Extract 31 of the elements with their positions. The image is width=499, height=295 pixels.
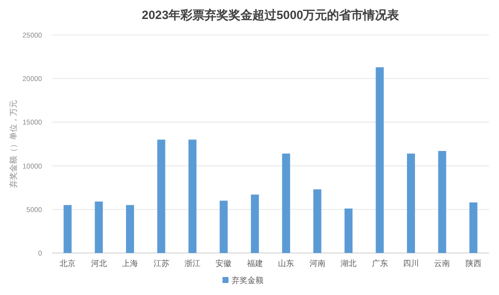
x-tick-label: 北京 bbox=[60, 259, 76, 268]
chart-title: 2023年彩票弃奖奖金超过5000万元的省市情况表 bbox=[142, 8, 400, 22]
bar bbox=[64, 205, 72, 253]
bar bbox=[282, 154, 290, 253]
x-tick-label: 陕西 bbox=[465, 259, 482, 268]
bar bbox=[157, 140, 166, 253]
x-tick-label: 四川 bbox=[402, 259, 419, 268]
bar bbox=[406, 154, 415, 253]
x-tick-label: 湖北 bbox=[340, 259, 357, 268]
x-tick-label: 福建 bbox=[246, 259, 263, 268]
bar bbox=[313, 189, 322, 253]
legend-label: 弃奖金额 bbox=[232, 276, 264, 285]
bar bbox=[250, 194, 259, 253]
x-tick-label: 河南 bbox=[309, 259, 326, 268]
bar bbox=[188, 140, 196, 253]
bar bbox=[469, 202, 478, 253]
x-tick-label: 上海 bbox=[122, 259, 138, 268]
bar bbox=[438, 150, 446, 253]
x-tick-label: 山东 bbox=[278, 259, 294, 268]
bar bbox=[220, 200, 228, 253]
y-axis-title: 弃奖金额（）单位，万元 bbox=[9, 100, 18, 188]
x-tick-label: 云南 bbox=[434, 259, 450, 268]
bar bbox=[376, 67, 384, 253]
bar bbox=[126, 205, 134, 253]
x-tick-label: 安徽 bbox=[216, 259, 232, 268]
x-tick-label: 河北 bbox=[90, 259, 107, 268]
x-tick-label: 广东 bbox=[372, 259, 388, 268]
x-tick-label: 江苏 bbox=[153, 259, 170, 268]
bar bbox=[344, 208, 353, 253]
x-tick-label: 浙江 bbox=[184, 259, 200, 268]
bar bbox=[94, 202, 103, 253]
